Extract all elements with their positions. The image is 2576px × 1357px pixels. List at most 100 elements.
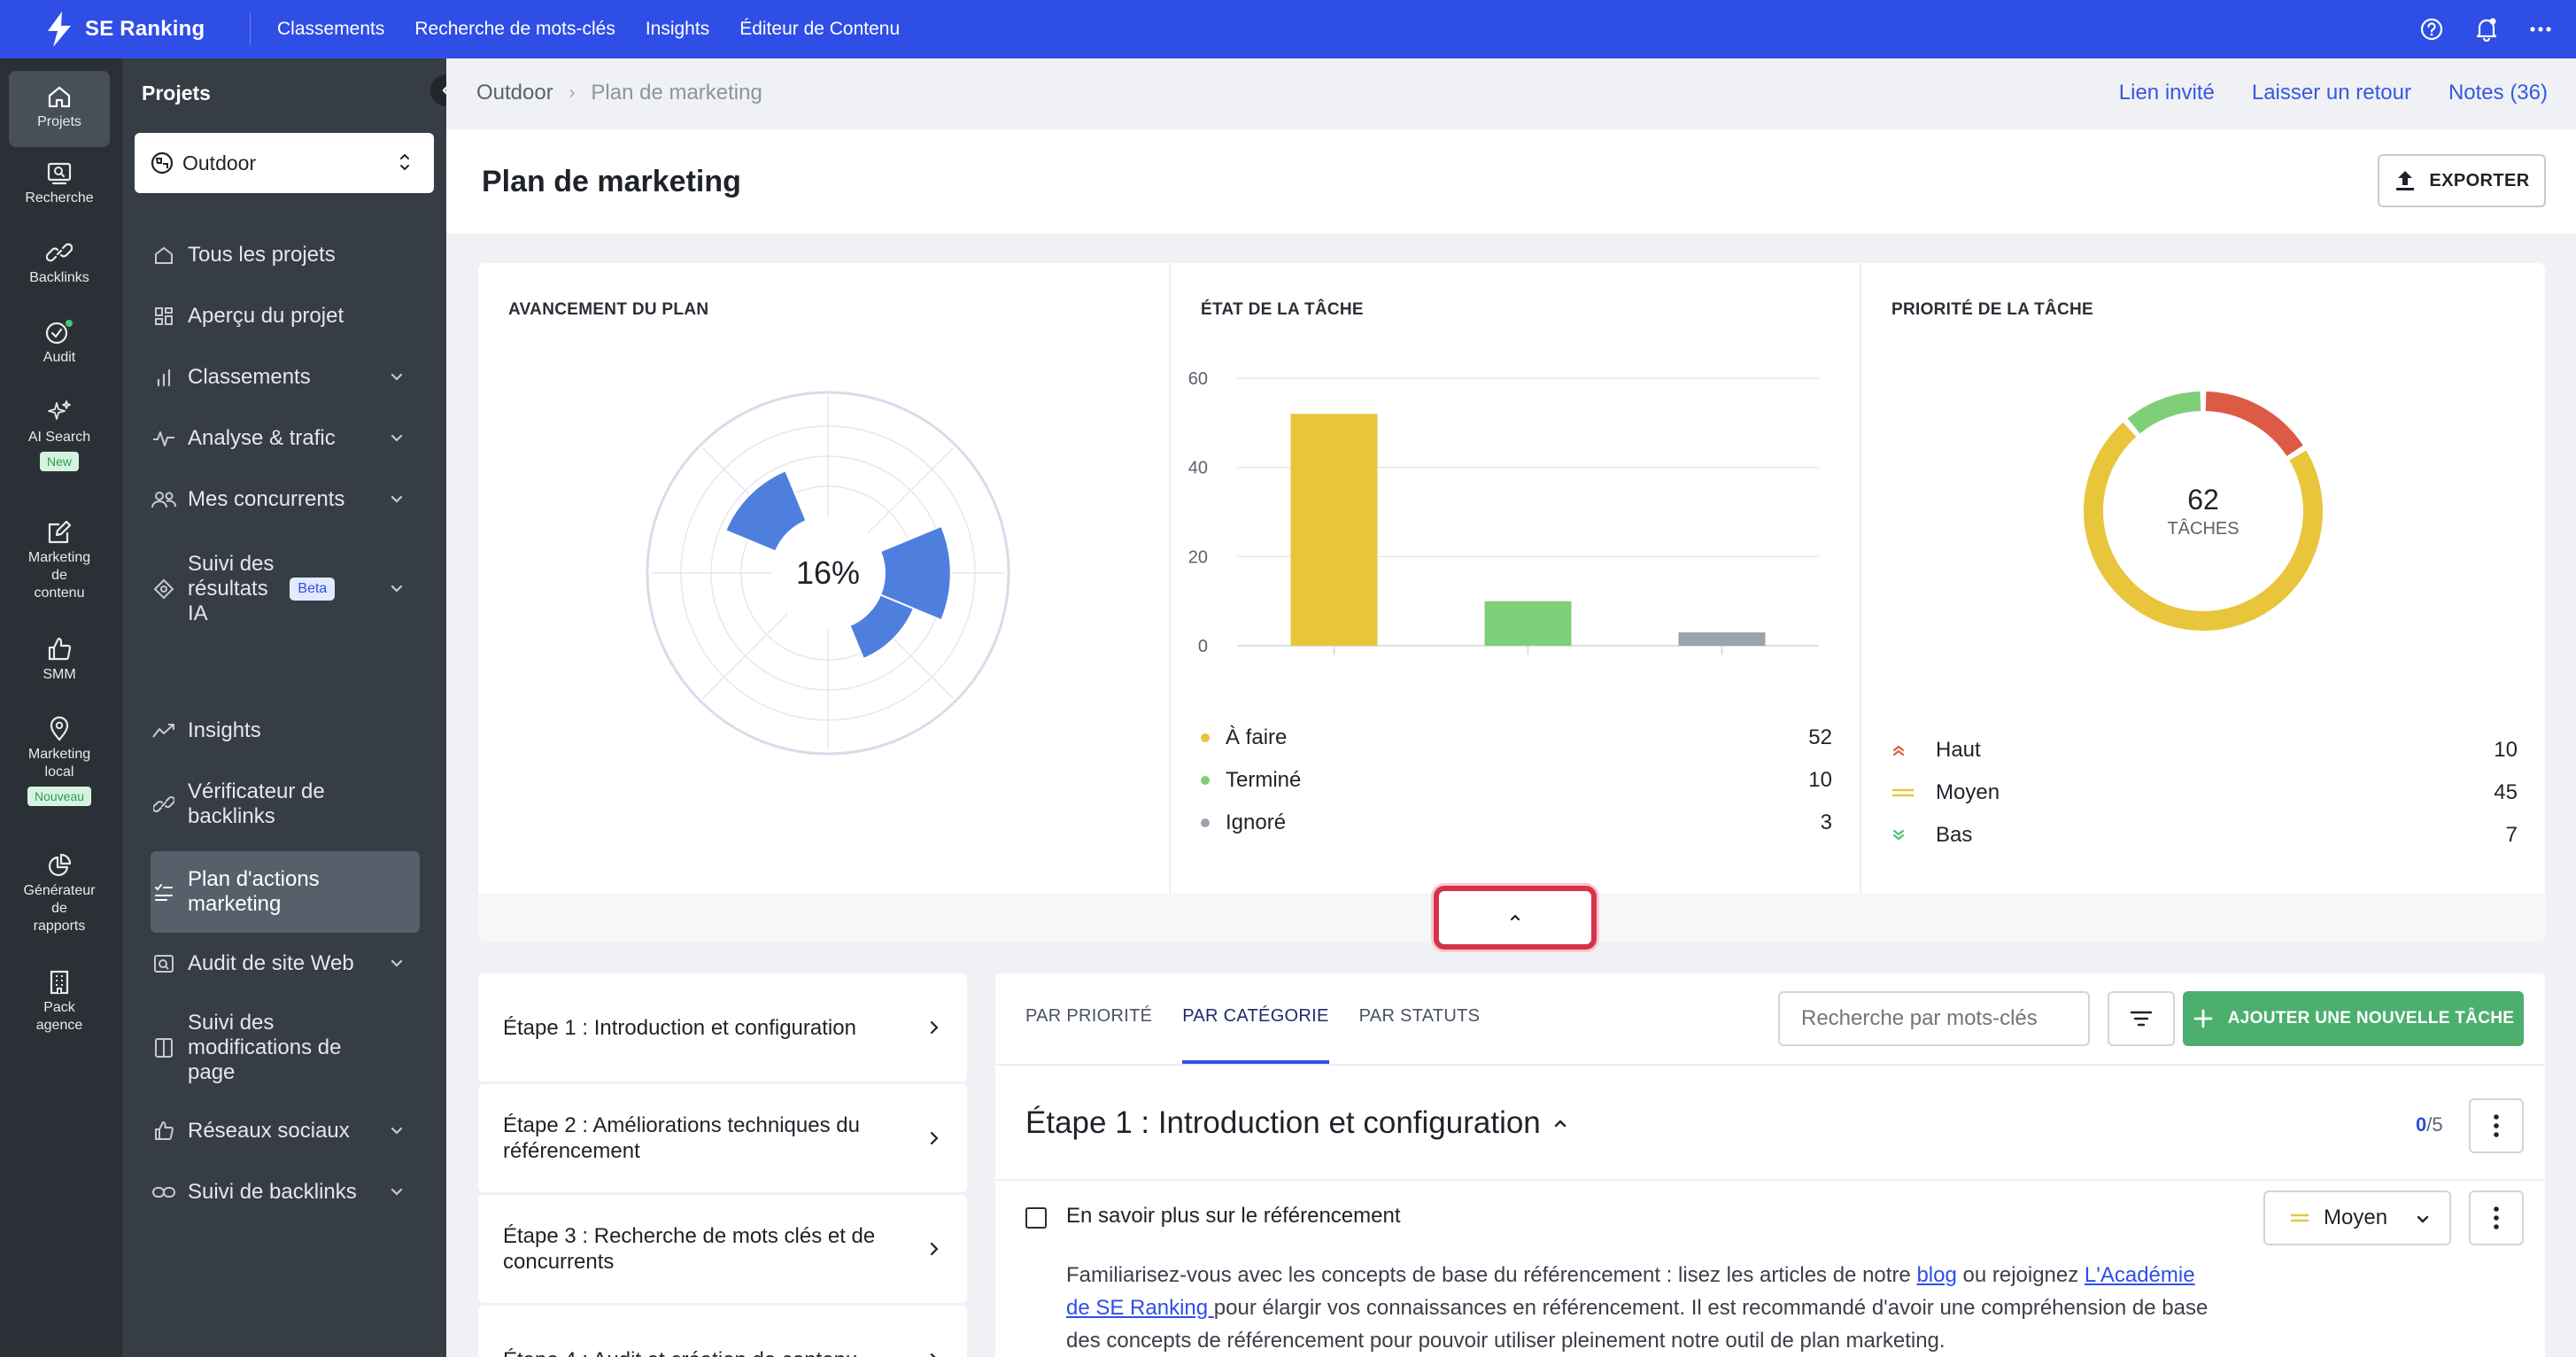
- collapse-stats-button[interactable]: [1434, 886, 1597, 950]
- task-description: Familiarisez-vous avec les concepts de b…: [1066, 1259, 2209, 1357]
- home-icon: [155, 246, 173, 264]
- project-globe-icon: [151, 151, 174, 174]
- priority-legend-item: Haut: [1891, 738, 1981, 763]
- academy-link-2[interactable]: de SE Ranking: [1066, 1296, 1214, 1320]
- rail-projets[interactable]: Projets: [9, 71, 110, 147]
- sidebar-item-apercu[interactable]: Aperçu du projet: [151, 304, 420, 329]
- legend-label: Ignoré: [1226, 810, 1287, 834]
- total-tasks-value: 62: [2187, 484, 2219, 516]
- desc-text: des concepts de référencement pour pouvo…: [1066, 1329, 1946, 1353]
- tab-par-categorie[interactable]: PAR CATÉGORIE: [1182, 973, 1329, 1064]
- sidebar-title: Projets: [142, 81, 211, 105]
- breadcrumb-root[interactable]: Outdoor: [476, 81, 553, 105]
- sidebar-item-reseaux[interactable]: Réseaux sociaux: [151, 1119, 420, 1144]
- status-legend-item: À faire: [1201, 725, 1287, 750]
- sidebar-item-audit-site[interactable]: Audit de site Web: [151, 951, 420, 976]
- rail-generateur[interactable]: Générateur de rapports: [9, 852, 110, 935]
- more-icon[interactable]: [2530, 26, 2551, 33]
- rail-marketing-contenu[interactable]: Marketing de contenu: [9, 519, 110, 602]
- title-bar: Plan de marketing EXPORTER: [446, 129, 2576, 234]
- rail-backlinks[interactable]: Backlinks: [9, 239, 110, 287]
- notes-link[interactable]: Notes (36): [2448, 81, 2548, 105]
- task-checkbox[interactable]: [1025, 1207, 1047, 1229]
- top-nav-insights[interactable]: Insights: [645, 19, 710, 39]
- sidebar-item-plan-actions[interactable]: Plan d'actions marketing: [151, 865, 420, 919]
- progress-title: AVANCEMENT DU PLAN: [508, 300, 709, 319]
- project-selector[interactable]: Outdoor: [135, 133, 434, 193]
- rail-marketing-local-label-2: local: [44, 764, 74, 779]
- chevron-down-icon: [391, 373, 403, 381]
- rail-ai-search[interactable]: AI Search New: [9, 399, 110, 471]
- rail-audit[interactable]: Audit: [9, 319, 110, 367]
- tab-par-statuts[interactable]: PAR STATUTS: [1358, 1006, 1481, 1026]
- progress-panel: AVANCEMENT DU PLAN 16%: [478, 263, 1169, 893]
- priority-panel: PRIORITÉ DE LA TÂCHE 62 TÂCHES Haut 10 Moy…: [1861, 263, 2545, 893]
- medium-priority-icon: [1891, 787, 1936, 798]
- filter-button[interactable]: [2108, 991, 2175, 1046]
- rail-generateur-label-1: Générateur: [23, 883, 96, 898]
- step-item-2[interactable]: Étape 2 : Améliorations techniques du ré…: [478, 1084, 967, 1192]
- legend-dot-icon: [1201, 818, 1210, 827]
- total-count: /5: [2426, 1113, 2443, 1136]
- sidebar-item-suivi-modifications[interactable]: Suivi des modifications de page: [151, 1008, 420, 1088]
- sidebar-item-tous-projets[interactable]: Tous les projets: [151, 243, 420, 268]
- top-bar: SE Ranking Classements Recherche de mots…: [0, 0, 2576, 58]
- priority-select[interactable]: Moyen: [2263, 1190, 2451, 1245]
- export-button[interactable]: EXPORTER: [2378, 154, 2546, 207]
- legend-value: 7: [2505, 823, 2518, 847]
- rail-recherche[interactable]: Recherche: [9, 161, 110, 207]
- task-menu-button[interactable]: [2469, 1190, 2524, 1245]
- priority-legend-item: Moyen: [1891, 780, 2000, 805]
- status-legend-item: Ignoré: [1201, 810, 1286, 835]
- rail-ai-search-label: AI Search: [27, 430, 91, 445]
- priority-slice: [2084, 422, 2323, 631]
- sidebar-item-insights[interactable]: Insights: [151, 718, 420, 743]
- help-icon[interactable]: [2420, 18, 2443, 41]
- pie-report-icon: [48, 853, 72, 877]
- step-item-4[interactable]: Étape 4 : Audit et création de contenu: [478, 1306, 967, 1357]
- rail-marketing-contenu-label-2: de: [51, 568, 67, 583]
- edit-document-icon: [48, 520, 72, 544]
- sidebar-item-label: backlinks: [188, 804, 275, 828]
- filter-icon: [2130, 1011, 2153, 1027]
- rail-marketing-local[interactable]: Marketing local Nouveau: [9, 716, 110, 806]
- add-task-button[interactable]: AJOUTER UNE NOUVELLE TÂCHE: [2183, 991, 2524, 1046]
- step-item-1[interactable]: Étape 1 : Introduction et configuration: [478, 973, 967, 1082]
- blog-link[interactable]: blog: [1916, 1263, 1957, 1287]
- tab-par-priorite[interactable]: PAR PRIORITÉ: [1025, 1006, 1153, 1026]
- done-count: 0: [2416, 1113, 2427, 1136]
- step-item-3[interactable]: Étape 3 : Recherche de mots clés et de c…: [478, 1195, 967, 1303]
- task-search-input[interactable]: [1778, 991, 2090, 1046]
- guest-link[interactable]: Lien invité: [2118, 81, 2215, 105]
- status-legend-item: Terminé: [1201, 768, 1301, 793]
- bell-icon[interactable]: [2475, 17, 2498, 42]
- top-nav-editeur[interactable]: Éditeur de Contenu: [739, 19, 901, 39]
- sidebar-item-label: IA: [188, 601, 208, 625]
- trend-icon: [152, 724, 174, 738]
- academy-link[interactable]: L'Académie: [2084, 1263, 2195, 1287]
- polar-grid-spoke: [867, 447, 954, 534]
- priority-legend-item: Bas: [1891, 823, 1972, 848]
- legend-dot-icon: [1201, 733, 1210, 742]
- sidebar-item-classements[interactable]: Classements: [151, 365, 420, 390]
- rail-smm[interactable]: SMM: [9, 636, 110, 684]
- section-title[interactable]: Étape 1 : Introduction et configuration: [1025, 1105, 1567, 1141]
- sidebar-item-analyse[interactable]: Analyse & trafic: [151, 426, 420, 451]
- feedback-link[interactable]: Laisser un retour: [2251, 81, 2411, 105]
- bar-chart-icon: [157, 368, 171, 387]
- chain-icon: [152, 1187, 175, 1198]
- updown-chevron-icon: [400, 153, 409, 171]
- home-icon: [48, 86, 71, 108]
- section-menu-button[interactable]: [2469, 1098, 2524, 1153]
- sidebar-item-suivi-ia[interactable]: Suivi des résultats IA Beta: [151, 549, 420, 629]
- sidebar-item-verificateur[interactable]: Vérificateur de backlinks: [151, 778, 420, 831]
- rail-pack-agence[interactable]: Pack agence: [9, 969, 110, 1035]
- top-nav-recherche[interactable]: Recherche de mots-clés: [414, 19, 615, 39]
- sidebar-item-label: Suivi de backlinks: [188, 1180, 357, 1204]
- chevron-down-icon: [391, 585, 403, 593]
- sidebar-item-suivi-backlinks[interactable]: Suivi de backlinks: [151, 1180, 420, 1205]
- top-nav-classements[interactable]: Classements: [277, 19, 385, 39]
- sidebar-item-concurrents[interactable]: Mes concurrents: [151, 487, 420, 512]
- logo[interactable]: SE Ranking: [0, 0, 250, 58]
- kebab-icon: [2494, 1206, 2499, 1229]
